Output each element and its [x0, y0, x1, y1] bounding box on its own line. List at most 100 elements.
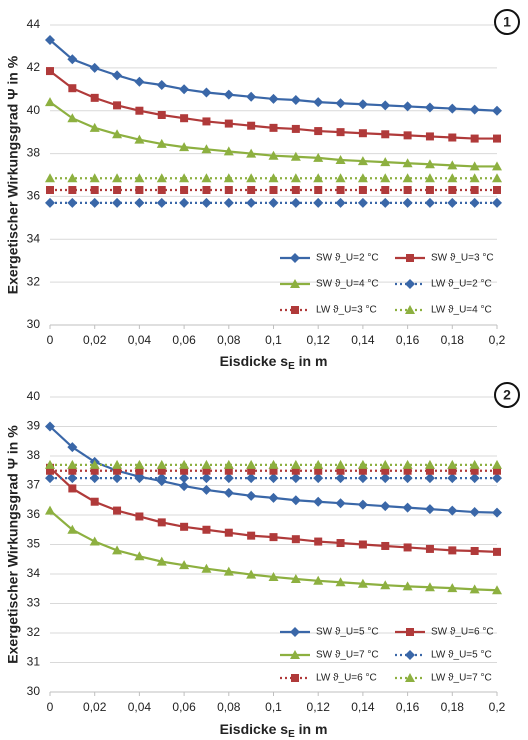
marker	[424, 504, 435, 515]
x-tick-label: 0,12	[307, 700, 331, 714]
marker	[246, 173, 257, 183]
marker	[180, 522, 189, 531]
marker	[492, 105, 502, 116]
marker	[156, 173, 167, 183]
marker	[493, 466, 501, 475]
marker	[469, 473, 480, 484]
marker	[201, 563, 212, 573]
x-tick-label: 0	[47, 333, 54, 347]
marker	[201, 197, 212, 208]
marker	[469, 161, 480, 171]
marker	[447, 197, 458, 208]
y-tick-label: 32	[27, 625, 41, 639]
marker	[179, 459, 190, 469]
marker	[492, 459, 502, 469]
marker	[68, 484, 77, 493]
marker	[469, 197, 480, 208]
marker	[335, 155, 346, 164]
y-tick-label: 40	[27, 103, 41, 117]
marker	[381, 130, 390, 139]
marker	[447, 173, 458, 183]
marker	[224, 466, 233, 475]
marker	[424, 102, 435, 113]
marker	[113, 506, 122, 515]
marker	[291, 186, 300, 194]
legend-label: SW ϑ_U=7 °C	[316, 650, 379, 661]
marker	[247, 531, 256, 540]
marker	[268, 459, 279, 469]
marker	[380, 197, 391, 208]
marker	[493, 547, 501, 556]
legend-label: SW ϑ_U=2 °C	[316, 253, 379, 264]
marker	[179, 197, 190, 208]
marker	[268, 473, 279, 484]
y-axis-label: Exergetischer Wirkungsgrad Ψ in %	[5, 425, 21, 664]
marker	[336, 466, 345, 475]
x-axis-label: Eisdicke sE in m	[220, 353, 328, 372]
marker	[202, 525, 211, 534]
marker	[89, 197, 100, 208]
marker	[112, 473, 123, 484]
marker	[425, 544, 434, 553]
marker	[290, 173, 301, 183]
marker	[406, 628, 414, 636]
marker	[268, 571, 279, 581]
marker	[291, 306, 299, 314]
marker	[268, 150, 279, 160]
marker	[134, 473, 145, 484]
marker	[201, 484, 212, 495]
marker	[492, 173, 502, 183]
y-tick-label: 30	[27, 317, 41, 331]
marker	[46, 466, 54, 475]
y-tick-label: 38	[27, 146, 41, 160]
marker	[357, 156, 368, 166]
marker	[134, 459, 145, 469]
marker	[406, 254, 414, 262]
marker	[405, 650, 415, 660]
marker	[112, 459, 123, 469]
y-tick-label: 34	[27, 231, 41, 245]
marker	[469, 459, 480, 469]
marker	[290, 253, 300, 263]
x-label-sub: E	[288, 729, 295, 740]
marker	[313, 496, 324, 507]
marker	[246, 148, 257, 158]
badge-circle	[494, 382, 520, 408]
marker	[335, 498, 346, 509]
x-tick-label: 0,08	[217, 700, 241, 714]
marker	[358, 540, 367, 549]
x-tick-label: 0,04	[128, 700, 152, 714]
marker	[112, 129, 123, 139]
marker	[68, 466, 77, 475]
marker	[179, 142, 190, 152]
y-tick-label: 34	[27, 566, 41, 580]
marker	[381, 541, 390, 550]
marker	[156, 459, 167, 469]
marker	[402, 101, 413, 112]
marker	[46, 67, 54, 76]
x-tick-label: 0,16	[396, 700, 420, 714]
marker	[448, 466, 457, 475]
marker	[179, 173, 190, 183]
marker	[447, 160, 458, 170]
marker	[447, 505, 458, 516]
marker	[493, 186, 501, 194]
marker	[90, 466, 99, 475]
marker	[201, 144, 212, 154]
marker	[290, 495, 301, 506]
marker	[470, 186, 479, 194]
marker	[180, 466, 189, 475]
marker	[425, 132, 434, 141]
marker	[67, 54, 78, 65]
marker	[357, 459, 368, 469]
marker	[179, 84, 190, 95]
marker	[269, 123, 278, 132]
marker	[157, 186, 166, 194]
marker	[291, 466, 300, 475]
y-tick-label: 32	[27, 274, 41, 288]
legend-label: LW ϑ_U=3 °C	[316, 305, 377, 316]
x-tick-label: 0,02	[83, 700, 107, 714]
marker	[45, 173, 55, 183]
x-tick-label: 0,2	[489, 700, 506, 714]
marker	[448, 546, 457, 555]
